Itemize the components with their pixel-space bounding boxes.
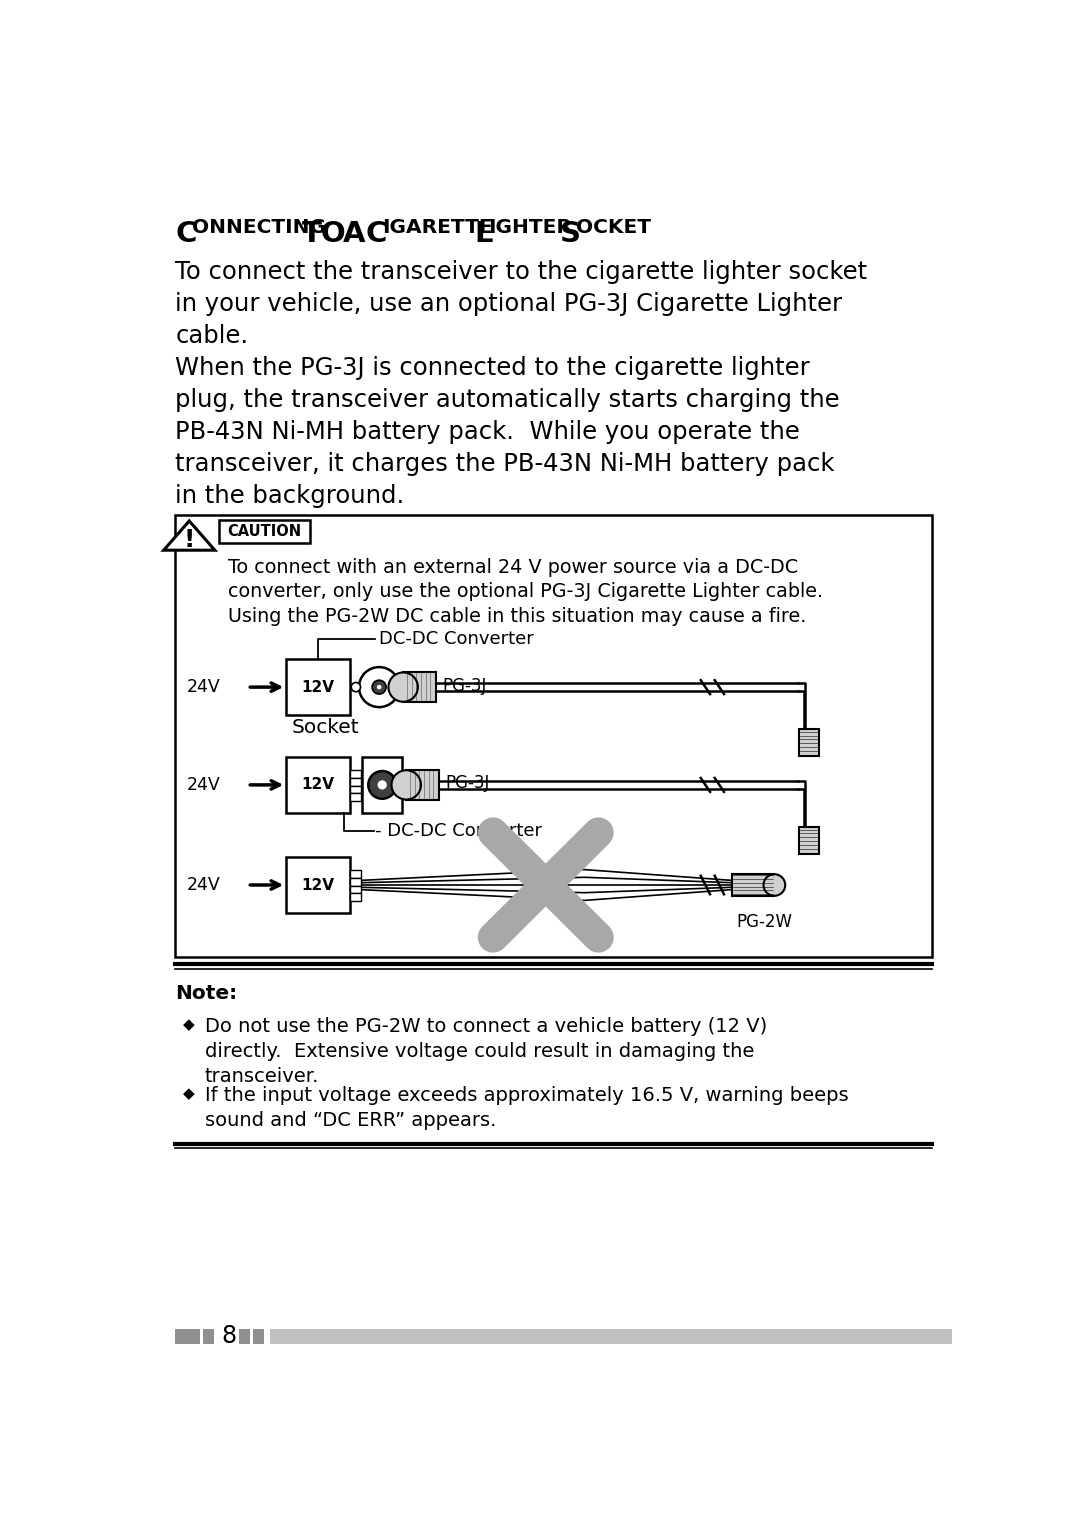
Bar — [239, 1328, 249, 1343]
Bar — [350, 778, 361, 786]
Polygon shape — [164, 521, 215, 550]
Bar — [218, 519, 310, 544]
Text: L: L — [474, 219, 492, 248]
Bar — [286, 757, 350, 813]
Bar — [350, 886, 361, 894]
Text: 12V: 12V — [301, 877, 335, 892]
Text: 24V: 24V — [187, 678, 220, 696]
Text: S: S — [559, 219, 581, 248]
Bar — [799, 827, 819, 854]
Circle shape — [389, 673, 418, 702]
Circle shape — [377, 685, 381, 690]
Text: Do not use the PG-2W to connect a vehicle battery (12 V)
directly.  Extensive vo: Do not use the PG-2W to connect a vehicl… — [205, 1017, 767, 1086]
Text: CAUTION: CAUTION — [228, 524, 301, 539]
Bar — [406, 771, 438, 800]
Bar — [350, 870, 361, 879]
Text: PG-3J: PG-3J — [445, 774, 489, 792]
Circle shape — [373, 681, 387, 694]
Bar — [175, 1328, 200, 1343]
Text: Socket: Socket — [292, 717, 360, 737]
Text: OCKET: OCKET — [576, 218, 651, 238]
Bar — [403, 673, 435, 702]
Text: DC-DC Converter: DC-DC Converter — [379, 631, 534, 649]
Bar — [362, 757, 403, 813]
Circle shape — [378, 780, 387, 789]
Text: IGARETTE: IGARETTE — [382, 218, 494, 238]
Bar — [732, 874, 774, 896]
Bar — [350, 894, 361, 902]
Text: 12V: 12V — [301, 777, 335, 792]
Text: To connect the transceiver to the cigarette lighter socket
in your vehicle, use : To connect the transceiver to the cigare… — [175, 260, 867, 347]
Bar — [350, 771, 361, 778]
Text: PG-2W: PG-2W — [737, 912, 793, 931]
Circle shape — [351, 682, 361, 691]
Circle shape — [368, 771, 396, 798]
Bar — [253, 1328, 264, 1343]
Bar — [286, 659, 350, 714]
Text: ◆: ◆ — [184, 1086, 195, 1101]
Circle shape — [392, 771, 421, 800]
Text: 12V: 12V — [301, 679, 335, 694]
Bar — [350, 786, 361, 793]
Text: To connect with an external 24 V power source via a DC-DC
converter, only use th: To connect with an external 24 V power s… — [228, 557, 823, 626]
Text: 24V: 24V — [187, 876, 220, 894]
Text: 24V: 24V — [187, 775, 220, 793]
Text: PG-3J: PG-3J — [442, 676, 486, 694]
Bar — [350, 793, 361, 801]
Circle shape — [764, 874, 785, 896]
Text: ◆: ◆ — [184, 1017, 195, 1031]
Text: If the input voltage exceeds approximately 16.5 V, warning beeps
sound and “DC E: If the input voltage exceeds approximate… — [205, 1086, 849, 1130]
Bar — [286, 857, 350, 912]
Bar — [203, 1328, 214, 1343]
Text: !: ! — [184, 528, 194, 551]
Text: 8: 8 — [221, 1323, 237, 1348]
Text: IGHTER: IGHTER — [488, 218, 572, 238]
Text: C: C — [366, 219, 388, 248]
Bar — [350, 879, 361, 886]
Bar — [799, 730, 819, 757]
Bar — [175, 515, 932, 956]
Text: TO: TO — [301, 219, 347, 248]
Text: C: C — [175, 219, 197, 248]
Text: A: A — [342, 219, 365, 248]
Bar — [270, 1328, 951, 1343]
Text: Note:: Note: — [175, 984, 238, 1004]
Text: - DC-DC Converter: - DC-DC Converter — [375, 822, 542, 841]
Text: When the PG-3J is connected to the cigarette lighter
plug, the transceiver autom: When the PG-3J is connected to the cigar… — [175, 356, 840, 509]
Circle shape — [359, 667, 400, 707]
Text: ONNECTING: ONNECTING — [192, 218, 326, 238]
